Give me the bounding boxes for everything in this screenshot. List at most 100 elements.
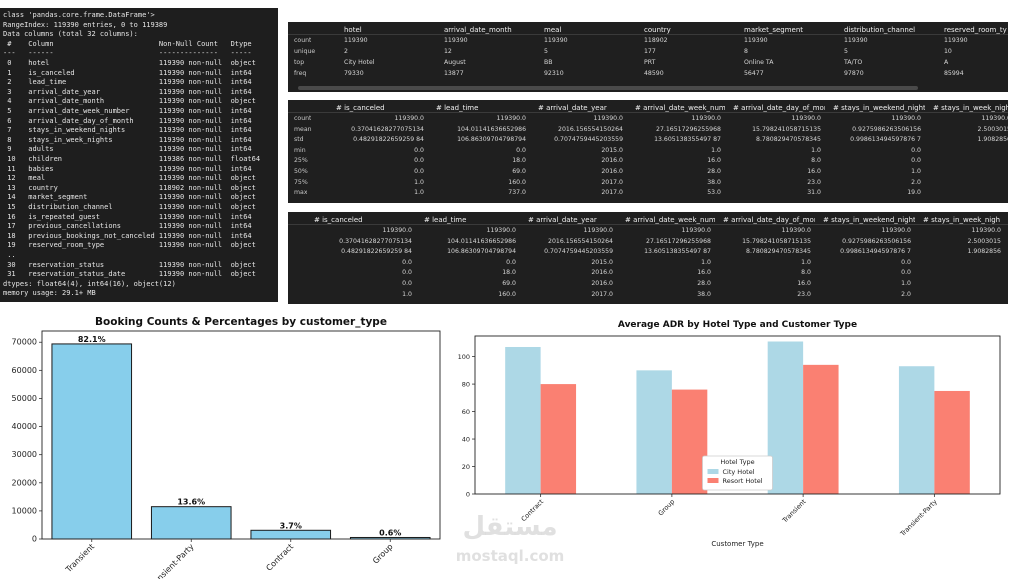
table-cell: 119390 — [944, 37, 968, 44]
y-tick-label: 40000 — [12, 422, 37, 431]
column-header: # arrival_date_week_number — [625, 216, 715, 224]
row-label: top — [294, 59, 305, 66]
table-cell: 119390.0 — [496, 115, 526, 122]
bar — [51, 343, 133, 540]
table-cell: 38.0 — [697, 290, 711, 298]
column-header: # lead_time — [424, 216, 467, 224]
table-cell: 0.0 — [901, 258, 911, 266]
table-cell: 119390 — [444, 37, 468, 44]
data-table: hotel arrival_date_month meal country market… — [288, 22, 1008, 92]
table-cell: 0.7074759445203559 — [544, 248, 613, 256]
table-cell: 18.0 — [512, 157, 526, 165]
table-cell: 104.01141636652986 — [457, 125, 526, 133]
column-header: hotel — [344, 26, 362, 34]
info-line: 0 hotel 119390 non-null object — [3, 59, 256, 67]
table-cell: 97870 — [844, 70, 864, 77]
table-cell: City Hotel — [344, 59, 375, 66]
table-cell: 2.0 — [901, 290, 911, 298]
column-header: # is_canceled — [336, 104, 385, 112]
info-line: 4 arrival_date_month 119390 non-null obj… — [3, 97, 256, 106]
bar — [671, 389, 708, 494]
bar — [636, 370, 672, 494]
table-cell: 0.998613494597876 7 — [840, 248, 911, 256]
table-cell: 104.01141636652986 — [447, 237, 516, 245]
table-cell: 1.0 — [701, 258, 711, 266]
table-cell: 48590 — [644, 70, 664, 77]
bar — [898, 366, 935, 494]
table-cell: 1.0 — [811, 146, 821, 154]
table-cell: August — [444, 59, 466, 66]
y-tick-label: 40 — [462, 436, 470, 444]
table-cell: 2016.0 — [591, 280, 613, 287]
row-label: unique — [294, 48, 316, 55]
table-cell: 13877 — [444, 70, 464, 77]
x-tick-label: Group — [371, 542, 395, 566]
y-tick-label: 60 — [462, 408, 470, 416]
row-label: 50% — [294, 168, 308, 175]
x-tick-label: Transient-Party — [146, 542, 196, 579]
y-tick-label: 20 — [462, 463, 470, 471]
info-line: class 'pandas.core.frame.DataFrame'> — [3, 11, 155, 19]
info-line: 11 babies 119390 non-null int64 — [3, 164, 252, 173]
header-rule — [288, 34, 1008, 35]
x-tick-label: Transient-Party — [898, 498, 939, 539]
table-cell: 2.0 — [911, 178, 921, 186]
table-cell: 2017.0 — [601, 189, 623, 197]
table-cell: 8.0 — [801, 269, 811, 277]
table-cell: 38.0 — [707, 178, 721, 186]
column-header: distribution_channel — [844, 26, 916, 34]
table-cell: 119390.0 — [593, 115, 623, 122]
y-tick-label: 20000 — [12, 478, 37, 487]
column-header: # arrival_date_day_of_mon... — [723, 216, 815, 224]
dataframe-info: class 'pandas.core.frame.DataFrame'> Rang… — [0, 8, 278, 302]
legend-swatch — [707, 469, 719, 474]
bar — [250, 529, 332, 540]
column-header: market_segment — [744, 26, 804, 34]
info-line: 17 previous_cancellations 119390 non-nul… — [3, 222, 252, 231]
table-cell: 119390.0 — [394, 115, 424, 122]
info-line: 19 reserved_room_type 119390 non-null ob… — [3, 241, 256, 250]
bar — [150, 506, 232, 540]
table-cell: 2016.156554150264 — [548, 237, 613, 245]
info-line: 13 country 118902 non-null object — [3, 183, 256, 192]
chart-title: Average ADR by Hotel Type and Customer T… — [618, 320, 857, 330]
table-cell: 0.37041628277075134 — [339, 237, 412, 245]
column-header: # arrival_date_day_of_mon... — [733, 104, 825, 112]
table-cell: 16.0 — [797, 280, 811, 287]
watermark-logo: مستقل — [462, 512, 557, 542]
x-tick-label: Transient — [63, 542, 96, 575]
table-cell: 16.0 — [807, 168, 821, 175]
table-cell: 18.0 — [502, 269, 516, 277]
table-cell: 2017.0 — [591, 290, 613, 298]
row-label: 25% — [294, 157, 308, 165]
info-line: 31 reservation_status_date 119390 non-nu… — [3, 270, 256, 279]
table-cell: 119390.0 — [971, 227, 1001, 234]
column-header: # arrival_date_week_number — [635, 104, 725, 112]
table-cell: 119390 — [544, 37, 568, 44]
table-cell: 31.0 — [807, 189, 821, 197]
info-line: 14 market_segment 119390 non-null object — [3, 193, 256, 202]
info-line: 3 arrival_date_year 119390 non-null int6… — [3, 87, 252, 96]
row-label: freq — [294, 70, 307, 77]
table-cell: 10 — [944, 48, 952, 55]
table-cell: 2.5003015 — [977, 125, 1008, 133]
info-line: 9 adults 119390 non-null int64 — [3, 145, 252, 154]
table-cell: 160.0 — [498, 290, 516, 298]
table-cell: BB — [544, 59, 553, 66]
table-cell: 119390.0 — [881, 227, 911, 234]
table-cell: 0.9275986263506156 — [842, 237, 911, 245]
table-cell: 1.0 — [402, 290, 412, 298]
table-cell: 1.0 — [801, 258, 811, 266]
plot-frame — [41, 330, 441, 540]
table-cell: 0.0 — [911, 146, 921, 154]
legend-box — [702, 455, 773, 491]
table-cell: 2015.0 — [601, 146, 623, 154]
legend-label: City Hotel — [723, 468, 755, 476]
table-cell: 23.0 — [797, 290, 811, 298]
table-cell: 28.0 — [707, 168, 721, 175]
table-cell: 0.0 — [402, 258, 412, 266]
table-cell: 13.605138355497 87 — [644, 248, 711, 256]
table-cell: 119390.0 — [691, 115, 721, 122]
row-label: max — [294, 189, 308, 197]
